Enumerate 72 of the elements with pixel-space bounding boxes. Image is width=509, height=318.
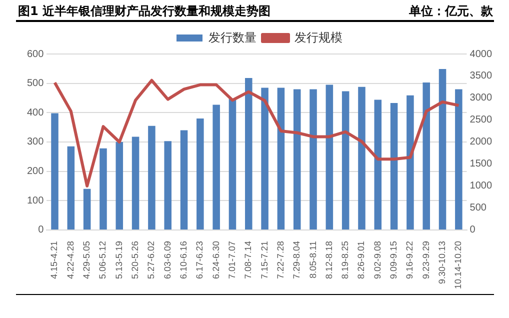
x-tick-label: 8.19-8.25 (340, 240, 350, 279)
bar (293, 89, 301, 230)
y2-tick-label: 500 (470, 202, 487, 214)
x-tick-label: 6.03-6.09 (162, 240, 172, 279)
y-tick-label: 500 (26, 78, 44, 90)
y2-tick-label: 1500 (470, 158, 492, 170)
y2-tick-label: 2000 (470, 136, 492, 148)
y2-tick-label: 0 (470, 224, 476, 236)
x-tick-label: 7.29-8.04 (292, 240, 302, 279)
bar (164, 141, 172, 230)
text: 单位：亿元、款 (409, 3, 493, 20)
bar (100, 148, 107, 230)
y-tick-label: 100 (26, 195, 44, 206)
x-tick-label: 6.17-6.23 (194, 240, 205, 279)
bar (180, 130, 188, 230)
x-tick-label: 7.08-7.14 (243, 240, 254, 279)
bar (228, 98, 236, 230)
bar (342, 91, 350, 230)
bar (212, 104, 220, 230)
bar (326, 84, 334, 230)
bar (148, 126, 156, 230)
x-tick-label: 6.24-6.30 (210, 240, 221, 279)
y2-tick-label: 3000 (470, 92, 492, 104)
x-tick-label: 9.23-9.29 (420, 240, 431, 279)
bar (455, 89, 462, 230)
bar (358, 86, 366, 230)
bar (67, 146, 75, 230)
x-tick-label: 8.12-8.18 (324, 240, 334, 279)
y2-tick-label: 4000 (470, 48, 492, 60)
x-tick-label: 5.13-5.19 (114, 240, 124, 279)
bar (116, 142, 124, 230)
bar (261, 88, 268, 230)
x-tick-label: 9.16-9.22 (404, 240, 415, 279)
legend-label: 发行数量 (208, 30, 256, 44)
bar (132, 136, 140, 230)
x-tick-label: 8.05-8.11 (308, 240, 318, 278)
x-tick-label: 5.06-5.12 (98, 240, 108, 279)
bar (310, 89, 317, 230)
x-tick-label: 9.02-9.08 (372, 240, 382, 279)
x-tick-label: 5.20-5.26 (130, 240, 140, 279)
y2-tick-label: 1000 (470, 180, 492, 192)
x-tick-label: 10.14-10.20 (453, 240, 464, 290)
y-tick-label: 400 (26, 107, 44, 118)
x-tick-label: 4.15-4.21 (49, 240, 60, 279)
bar (277, 88, 285, 230)
x-tick-label: 9.30-10.13 (437, 240, 448, 284)
y2-tick-label: 2500 (470, 114, 492, 126)
bar (438, 68, 446, 230)
x-tick-label: 4.29-5.05 (82, 240, 92, 279)
x-tick-label: 7.15-7.21 (259, 240, 270, 279)
x-tick-label: 7.22-7.28 (275, 240, 286, 279)
y-tick-label: 600 (26, 48, 44, 60)
y-tick-label: 0 (38, 224, 44, 236)
x-tick-label: 8.26-9.01 (356, 240, 366, 279)
x-tick-label: 9.09-9.15 (388, 240, 399, 279)
bar (406, 95, 414, 230)
bar (390, 102, 398, 230)
x-tick-label: 5.27-6.02 (146, 240, 156, 279)
chart-title: 图1 近半年银信理财产品发行数量和规模走势图 (18, 3, 271, 20)
y2-tick-label: 3500 (470, 70, 492, 82)
bar (196, 118, 204, 230)
bar (422, 82, 430, 230)
y-tick-label: 200 (26, 166, 44, 178)
legend-label: 发行规模 (294, 30, 342, 44)
bar (51, 113, 58, 230)
y-tick-label: 300 (26, 136, 44, 148)
bar (374, 100, 382, 230)
x-tick-label: 6.10-6.16 (178, 240, 188, 279)
x-tick-label: 4.22-4.28 (65, 240, 76, 279)
bar (245, 78, 252, 230)
bar (83, 188, 91, 230)
x-tick-label: 7.01-7.07 (226, 240, 237, 279)
